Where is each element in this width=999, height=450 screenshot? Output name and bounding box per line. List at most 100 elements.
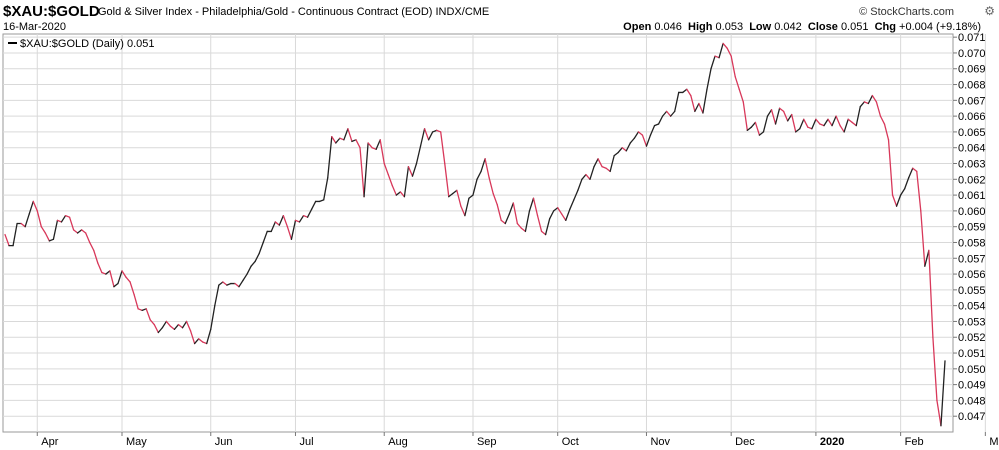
price-segment (52, 219, 59, 240)
price-segment (355, 139, 361, 149)
price-segment (238, 279, 244, 288)
price-segment (916, 170, 922, 212)
price-segment (665, 110, 672, 117)
x-tick-label: May (126, 436, 147, 448)
price-segment (831, 115, 837, 127)
price-segment (726, 47, 732, 57)
price-segment (904, 177, 910, 190)
price-segment (682, 88, 688, 94)
price-segment (601, 166, 607, 169)
price-segment (504, 213, 510, 225)
price-segment (440, 131, 446, 165)
y-axis: 0.047 0.048 0.049 0.050 0.051 0.052 0.053 0.054… (953, 32, 986, 423)
y-tick-label: 0.060 (958, 206, 986, 218)
price-segment (395, 191, 402, 196)
high-value: 0.053 (715, 21, 744, 33)
price-segment (528, 197, 535, 212)
price-segment (536, 214, 543, 233)
chart-description: Gold & Silver Index - Philadelphia/Gold … (98, 6, 490, 18)
price-segment (367, 142, 373, 149)
price-segment (173, 323, 180, 330)
price-segment (871, 94, 878, 103)
y-tick-label: 0.048 (958, 395, 986, 407)
x-tick-label: 2020 (820, 436, 844, 448)
price-segment (444, 162, 450, 198)
price-segment (363, 142, 369, 198)
price-segment (181, 320, 188, 329)
x-tick-label: Jul (299, 436, 313, 448)
price-segment (928, 249, 934, 338)
price-segment (452, 189, 458, 195)
price-segment (532, 197, 539, 217)
y-tick-label: 0.068 (958, 80, 986, 92)
price-segment (476, 170, 482, 180)
price-segment (153, 323, 159, 334)
price-segment (508, 202, 514, 215)
price-segment (770, 109, 777, 125)
price-segment (714, 55, 720, 59)
price-segment (335, 137, 341, 144)
close-label: Close (807, 21, 838, 33)
price-segment (72, 229, 79, 234)
price-segment (657, 115, 664, 125)
price-segment (177, 323, 184, 329)
price-segment (48, 238, 55, 242)
x-tick-label: Aug (388, 436, 408, 448)
price-segment (464, 197, 470, 217)
y-tick-label: 0.051 (958, 348, 986, 360)
price-segment (290, 219, 297, 240)
y-tick-label: 0.065 (958, 127, 986, 139)
y-tick-label: 0.064 (958, 143, 986, 155)
y-tick-label: 0.070 (958, 48, 986, 60)
price-segment (674, 91, 680, 113)
price-segment (742, 101, 748, 131)
price-segment (629, 137, 636, 144)
price-segment (101, 271, 107, 275)
chg-label: Chg (874, 21, 896, 33)
price-segment (125, 276, 131, 283)
price-segment (924, 249, 930, 267)
price-segment (36, 210, 42, 228)
price-segment (589, 166, 595, 180)
price-segment (141, 308, 147, 312)
price-segment (799, 118, 805, 130)
price-segment (899, 188, 906, 196)
price-segment (561, 213, 567, 222)
price-segment (520, 227, 527, 233)
price-segment (698, 102, 704, 114)
open-label: Open (623, 21, 652, 33)
price-segment (210, 305, 216, 330)
price-segment (492, 192, 498, 206)
price-segment (730, 55, 736, 78)
price-segment (859, 101, 865, 108)
y-tick-label: 0.054 (958, 301, 986, 313)
price-segment (718, 42, 724, 59)
price-segment (787, 113, 793, 122)
price-segment (887, 139, 894, 196)
price-segment (76, 229, 83, 234)
price-segment (294, 219, 301, 223)
price-segment (895, 194, 902, 207)
y-tick-label: 0.062 (958, 174, 986, 186)
price-segment (113, 282, 119, 288)
price-segment (403, 166, 410, 198)
price-segment (633, 131, 640, 139)
price-segment (319, 199, 325, 203)
grid-lines (3, 34, 986, 432)
low-label: Low (749, 21, 772, 33)
price-segment (157, 327, 163, 334)
price-segment (823, 118, 829, 127)
price-segment (879, 115, 886, 125)
gear-icon[interactable]: ⚙ (984, 4, 995, 18)
price-segment (847, 118, 853, 124)
price-segment (807, 126, 813, 130)
price-series (4, 42, 946, 427)
stockcharts-logo[interactable]: © StockCharts.com (859, 6, 954, 18)
x-tick-label: Feb (905, 436, 924, 448)
price-segment (306, 208, 313, 218)
y-tick-label: 0.047 (958, 411, 986, 423)
open-value: 0.046 (654, 21, 682, 33)
price-segment (359, 147, 365, 198)
price-segment (379, 139, 385, 165)
